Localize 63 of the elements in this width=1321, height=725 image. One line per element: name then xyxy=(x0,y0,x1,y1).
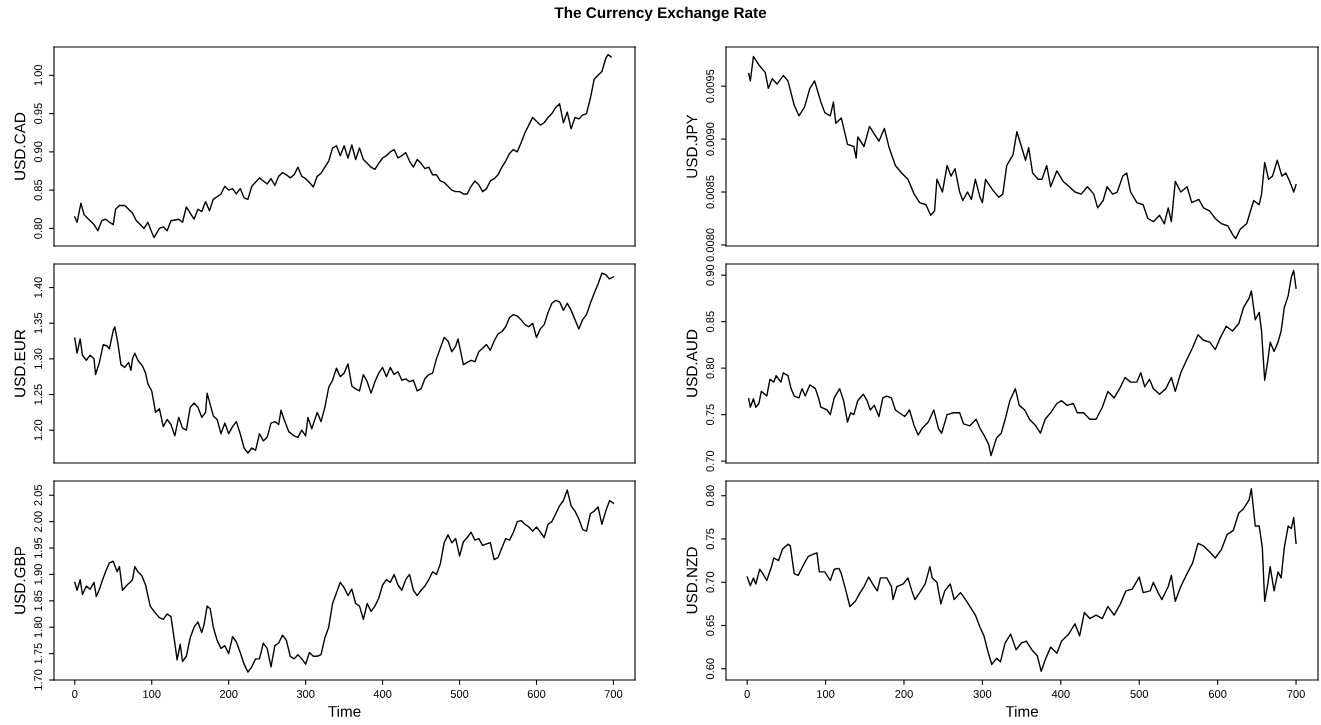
y-tick-label: 0.0090 xyxy=(706,122,715,156)
x-axis-title: Time xyxy=(328,705,361,717)
y-tick-label: 0.0085 xyxy=(706,175,715,209)
y-tick-label: 2.00 xyxy=(34,511,43,532)
y-tick-label: 0.85 xyxy=(706,311,715,333)
x-tick-label: 700 xyxy=(1287,690,1305,698)
x-tick-label: 400 xyxy=(1051,690,1070,698)
y-tick-label: 1.85 xyxy=(34,590,43,611)
y-tick-label: 0.80 xyxy=(706,485,715,507)
line-series xyxy=(748,269,1297,457)
x-tick-label: 600 xyxy=(527,690,546,698)
y-axis-title: USD.AUD xyxy=(686,329,698,397)
x-tick-label: 100 xyxy=(817,690,835,698)
line-series xyxy=(74,53,612,239)
x-tick-label: 100 xyxy=(143,690,161,698)
y-tick-label: 1.20 xyxy=(34,419,43,441)
x-tick-label: 600 xyxy=(1208,690,1227,698)
y-tick-label: 2.05 xyxy=(34,484,43,506)
line-series xyxy=(748,55,1297,240)
line-series xyxy=(746,488,1297,673)
y-tick-label: 1.25 xyxy=(34,384,43,405)
y-tick-label: 0.60 xyxy=(706,658,715,680)
x-tick-label: 0 xyxy=(744,690,750,698)
x-tick-label: 700 xyxy=(604,690,623,698)
x-tick-label: 300 xyxy=(296,690,315,698)
x-tick-label: 200 xyxy=(219,690,238,698)
y-axis-title: USD.GBP xyxy=(14,546,26,614)
y-tick-label: 1.70 xyxy=(34,669,43,690)
y-axis-title: USD.JPY xyxy=(686,114,698,178)
y-tick-label: 1.80 xyxy=(34,616,43,638)
y-tick-label: 0.0095 xyxy=(706,69,715,103)
y-tick-label: 1.95 xyxy=(34,537,43,558)
y-axis-title: USD.NZD xyxy=(686,547,698,614)
y-tick-label: 0.70 xyxy=(706,450,715,472)
x-tick-label: 500 xyxy=(1130,690,1149,698)
y-tick-label: 0.80 xyxy=(706,357,715,379)
y-tick-label: 1.00 xyxy=(34,64,43,86)
y-tick-label: 0.65 xyxy=(706,615,715,636)
y-tick-label: 0.95 xyxy=(34,103,43,124)
y-tick-label: 0.80 xyxy=(34,218,43,239)
x-axis-title: Time xyxy=(1005,705,1039,717)
y-tick-label: 1.90 xyxy=(34,564,43,585)
y-tick-label: 1.30 xyxy=(34,348,43,369)
y-tick-label: 0.0080 xyxy=(706,228,715,262)
y-tick-label: 1.40 xyxy=(34,277,43,298)
y-tick-label: 1.35 xyxy=(34,312,43,334)
x-tick-label: 400 xyxy=(373,690,392,698)
x-tick-label: 500 xyxy=(450,690,469,698)
y-axis-title: USD.CAD xyxy=(14,112,26,180)
line-series xyxy=(74,272,615,454)
y-tick-label: 0.75 xyxy=(706,528,715,550)
line-series xyxy=(74,489,615,673)
x-tick-label: 300 xyxy=(973,690,992,698)
y-tick-label: 0.90 xyxy=(706,264,715,286)
y-tick-label: 0.85 xyxy=(34,179,43,201)
y-tick-label: 0.70 xyxy=(706,571,715,593)
chart-title: The Currency Exchange Rate xyxy=(554,6,767,22)
x-tick-label: 0 xyxy=(72,690,78,698)
y-tick-label: 1.75 xyxy=(34,643,43,664)
y-axis-title: USD.EUR xyxy=(14,329,26,397)
x-tick-label: 200 xyxy=(895,690,913,698)
y-tick-label: 0.90 xyxy=(34,141,43,163)
y-tick-label: 0.75 xyxy=(706,404,715,426)
